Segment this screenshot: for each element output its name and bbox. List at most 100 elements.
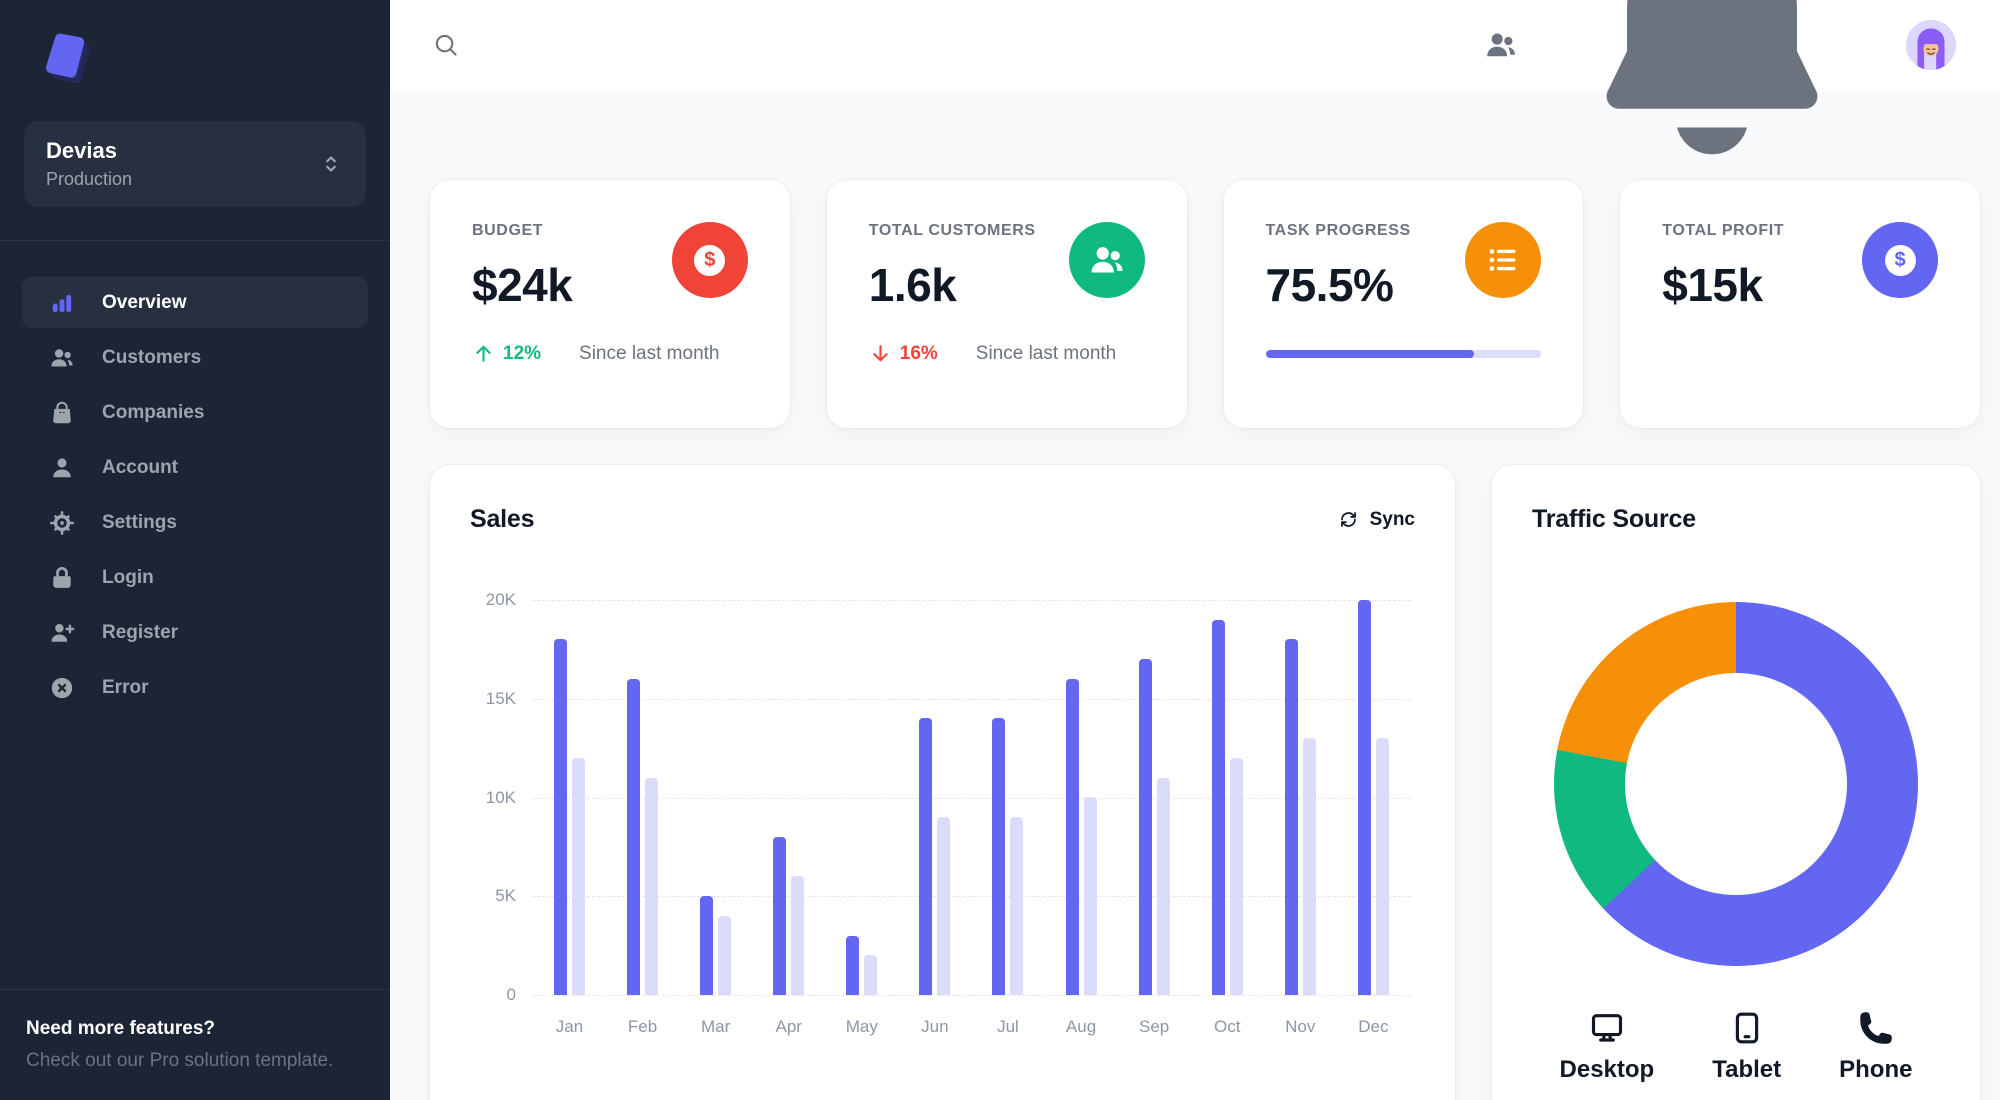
x-axis-label: Feb xyxy=(627,1017,658,1036)
stat-value: $15k xyxy=(1662,259,1763,311)
device-desktop: Desktop xyxy=(1559,1010,1655,1084)
sidebar-item-label: Overview xyxy=(102,291,187,313)
x-axis-label: Dec xyxy=(1358,1017,1389,1036)
stat-card-total-profit: TOTAL PROFIT $15k $ xyxy=(1620,180,1980,428)
sidebar-item-error[interactable]: Error xyxy=(22,662,368,713)
sidebar-item-label: Settings xyxy=(102,511,177,533)
stat-icon-avatar: $ xyxy=(1862,222,1938,298)
bar xyxy=(1065,679,1079,995)
bar xyxy=(846,936,860,995)
bar xyxy=(1083,797,1097,995)
sidebar-divider xyxy=(0,240,390,241)
x-axis-label: Jul xyxy=(997,1017,1019,1036)
sidebar-item-overview[interactable]: Overview xyxy=(22,277,368,328)
workspace-name: Devias xyxy=(46,138,117,163)
trend-value: 12% xyxy=(503,342,542,364)
bar xyxy=(1229,758,1243,995)
bar-group-dec: Dec xyxy=(1357,600,1389,1036)
sidebar-item-account[interactable]: Account xyxy=(22,442,368,493)
sidebar-item-customers[interactable]: Customers xyxy=(22,332,368,383)
gridline xyxy=(532,797,1411,799)
traffic-source-title: Traffic Source xyxy=(1532,505,1696,533)
x-axis-label: Apr xyxy=(775,1017,802,1036)
sidebar-item-label: Companies xyxy=(102,401,205,423)
footer-subtitle: Check out our Pro solution template. xyxy=(26,1050,334,1071)
bar xyxy=(864,955,878,995)
sync-button[interactable]: Sync xyxy=(1338,509,1415,531)
tablet-icon xyxy=(1729,1010,1765,1046)
bar xyxy=(919,718,933,995)
sidebar-item-login[interactable]: Login xyxy=(22,552,368,603)
bar xyxy=(791,876,805,995)
bar-group-aug: Aug xyxy=(1065,600,1097,1036)
stats-row: BUDGET $24k $ 12% Since last month TOTAL… xyxy=(430,180,1980,428)
gridline xyxy=(532,995,1411,996)
x-axis-label: Sep xyxy=(1139,1017,1170,1036)
trend-value: 16% xyxy=(899,342,938,364)
bar xyxy=(1357,600,1371,995)
x-circle-icon xyxy=(49,675,75,701)
sales-bar-chart: 20K 15K 10K 5K 0 Jan Feb xyxy=(470,590,1415,1060)
bar xyxy=(572,758,585,995)
bar xyxy=(1284,639,1298,995)
stat-card-total-customers: TOTAL CUSTOMERS 1.6k 16% Since last mont… xyxy=(826,180,1187,428)
sidebar-item-companies[interactable]: Companies xyxy=(22,387,368,438)
bar-group-mar: Mar xyxy=(700,600,732,1036)
contacts-users-icon[interactable] xyxy=(1484,28,1518,62)
dollar-icon: $ xyxy=(1884,244,1916,276)
bar-group-nov: Nov xyxy=(1284,600,1316,1036)
user-avatar[interactable] xyxy=(1906,20,1956,70)
sidebar-item-register[interactable]: Register xyxy=(22,607,368,658)
sidebar-item-settings[interactable]: Settings xyxy=(22,497,368,548)
lock-icon xyxy=(49,565,75,591)
workspace-selector[interactable]: Devias Production xyxy=(24,121,366,207)
bar-group-jun: Jun xyxy=(919,600,951,1036)
gridline xyxy=(532,698,1411,700)
gridline xyxy=(532,896,1411,898)
stat-label: TOTAL CUSTOMERS xyxy=(868,222,1036,239)
list-icon xyxy=(1484,241,1522,279)
bar-group-feb: Feb xyxy=(627,600,659,1036)
trend-caption: Since last month xyxy=(579,342,720,364)
users-icon xyxy=(49,345,75,371)
sidebar-item-label: Register xyxy=(102,621,179,643)
traffic-source-card: Traffic Source Desktop Tablet Phone xyxy=(1492,465,1980,1100)
bar xyxy=(773,837,787,995)
arrow-down-icon xyxy=(869,342,892,365)
stat-icon-avatar xyxy=(1068,222,1145,298)
sidebar-footer: Need more features? Check out our Pro so… xyxy=(0,989,390,1100)
refresh-icon xyxy=(1338,509,1359,530)
y-axis-tick: 10K xyxy=(485,787,516,807)
top-bar xyxy=(390,0,2000,155)
user-plus-icon xyxy=(49,620,75,646)
sales-title: Sales xyxy=(470,505,535,533)
x-axis-label: Aug xyxy=(1065,1017,1097,1036)
sidebar-item-label: Account xyxy=(102,456,178,478)
x-axis-label: Jan xyxy=(555,1017,584,1036)
stat-card-budget: BUDGET $24k $ 12% Since last month xyxy=(430,180,790,428)
device-phone: Phone xyxy=(1839,1010,1912,1084)
stat-icon-avatar: $ xyxy=(671,222,748,298)
bag-icon xyxy=(49,400,75,426)
stat-trend: 16% Since last month xyxy=(869,342,1145,365)
stat-trend: 12% Since last month xyxy=(472,342,748,365)
devices-row: Desktop Tablet Phone xyxy=(1532,1010,1940,1084)
sync-label: Sync xyxy=(1369,508,1415,530)
footer-title: Need more features? xyxy=(26,1018,216,1039)
bar xyxy=(645,778,659,995)
devias-logo-icon[interactable] xyxy=(40,32,98,86)
bar-group-oct: Oct xyxy=(1211,600,1243,1036)
stat-value: 1.6k xyxy=(868,259,957,311)
bar-group-apr: Apr xyxy=(773,600,805,1036)
bar xyxy=(1138,659,1152,995)
sidebar-item-label: Login xyxy=(102,566,154,588)
y-axis-tick: 0 xyxy=(506,985,516,1004)
stat-icon-avatar xyxy=(1465,222,1542,298)
bar-group-sep: Sep xyxy=(1138,600,1170,1036)
gridline xyxy=(532,600,1411,601)
bar xyxy=(718,916,732,995)
device-label: Desktop xyxy=(1559,1056,1655,1083)
search-icon[interactable] xyxy=(432,31,460,59)
bar xyxy=(1302,738,1316,995)
notifications-button[interactable] xyxy=(1562,0,1862,195)
